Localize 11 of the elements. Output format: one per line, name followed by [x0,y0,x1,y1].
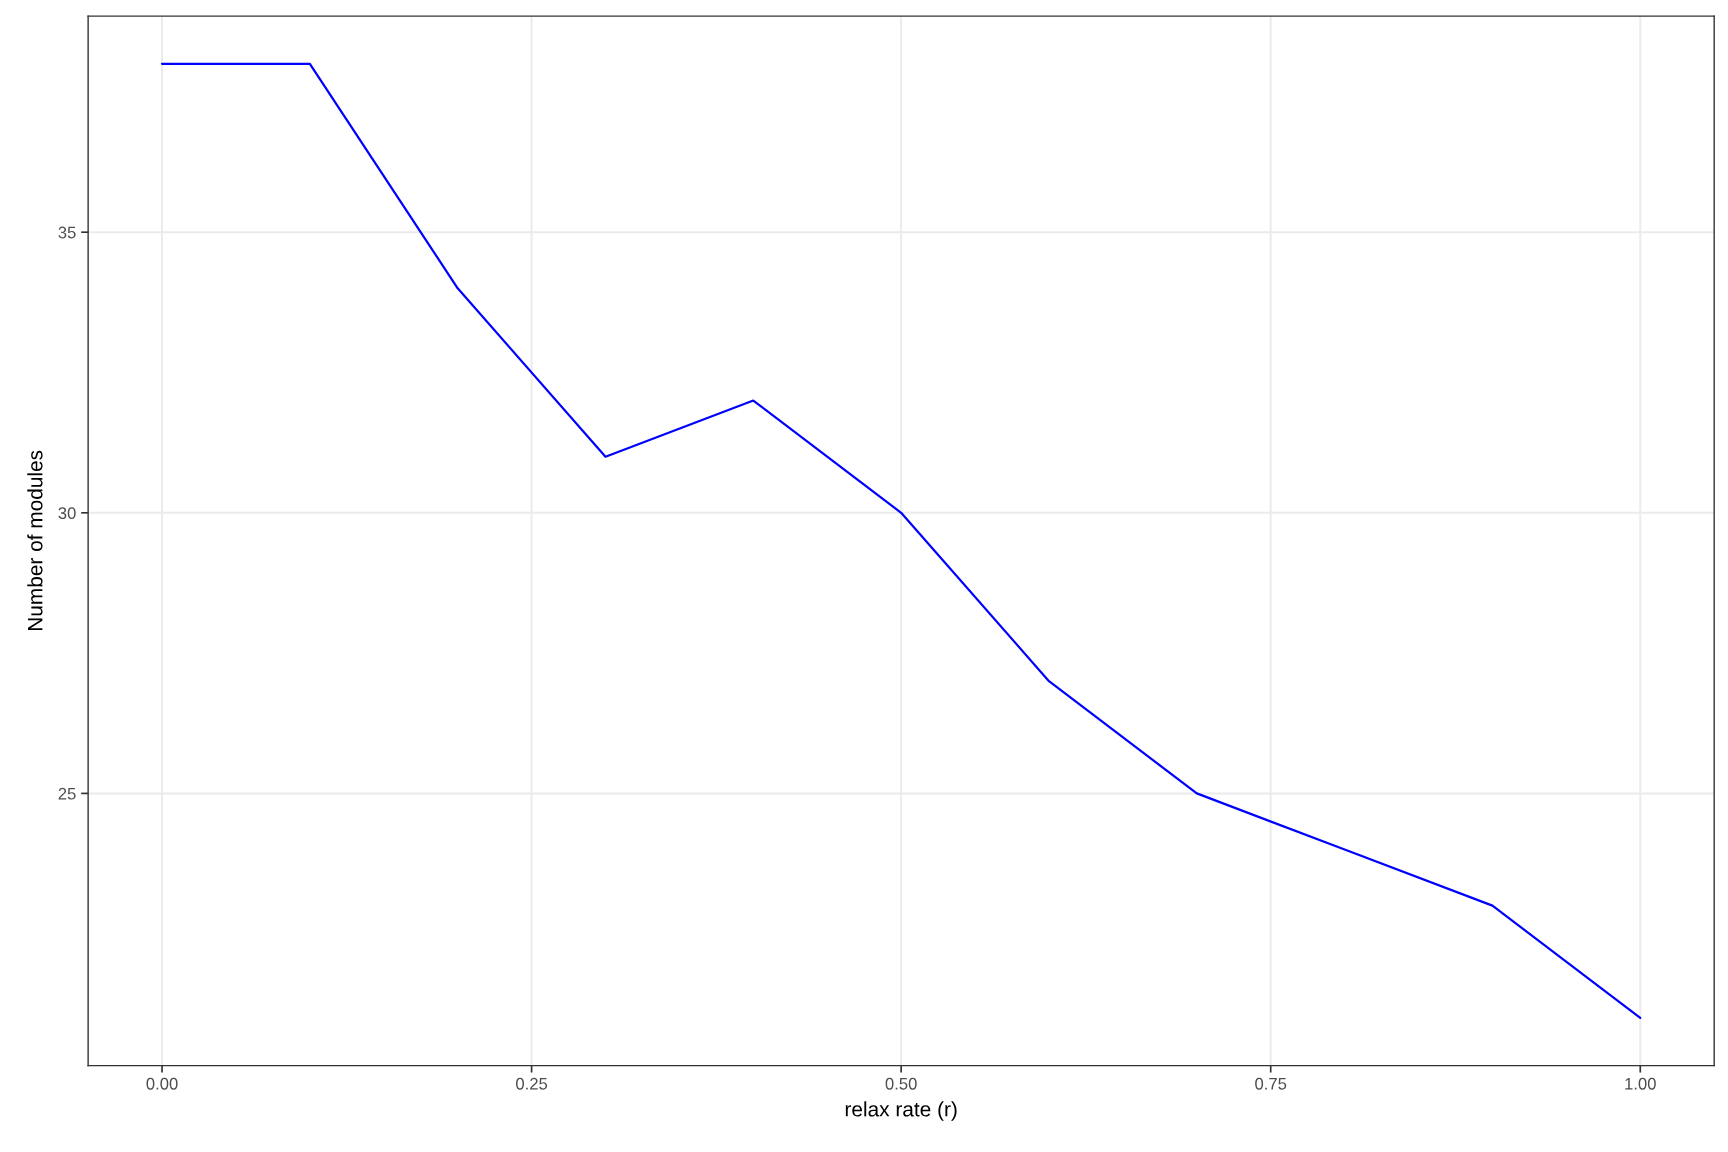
x-tick-label: 0.50 [885,1077,917,1090]
x-tick-label: 0.25 [516,1077,548,1090]
y-axis-title: Number of modules [27,450,43,631]
y-tick-label: 25 [58,787,76,800]
y-tick-label: 35 [58,226,76,239]
x-axis-title: relax rate (r) [845,1101,957,1121]
x-tick-label: 0.75 [1255,1077,1287,1090]
y-tick-label: 30 [58,507,76,520]
x-tick-label: 0.00 [146,1077,178,1090]
line-series [160,62,1642,1020]
x-tick-label: 1.00 [1625,1077,1656,1090]
